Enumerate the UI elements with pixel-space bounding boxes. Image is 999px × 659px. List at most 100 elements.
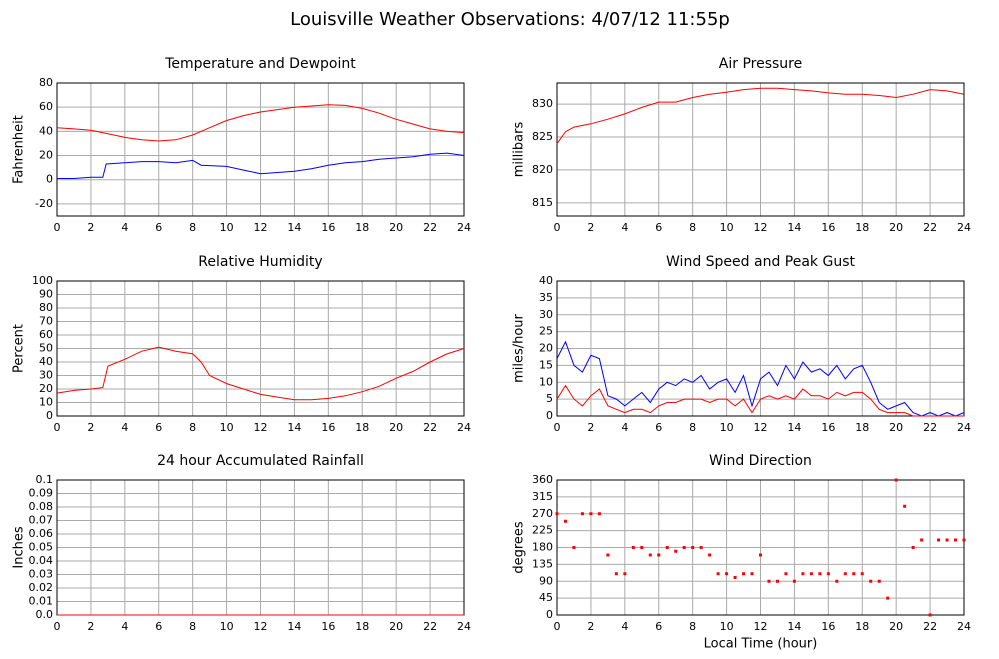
x-tick-label: 24: [457, 221, 471, 234]
x-tick-label: 12: [754, 421, 768, 434]
data-point: [648, 553, 652, 557]
plot-frame: [556, 479, 965, 616]
data-point: [716, 572, 720, 576]
y-tick-label: 360: [532, 473, 553, 486]
x-tick-label: 2: [87, 620, 94, 633]
x-tick-label: 20: [389, 620, 403, 633]
data-point: [894, 478, 898, 482]
x-tick-label: 0: [554, 221, 561, 234]
y-axis-label: millibars: [512, 122, 527, 178]
data-point: [945, 538, 949, 542]
data-point: [674, 549, 678, 553]
x-tick-label: 12: [254, 620, 268, 633]
y-tick-label: 20: [39, 382, 53, 395]
x-tick-label: 2: [587, 221, 594, 234]
y-tick-label: 180: [532, 541, 553, 554]
y-tick-label: 0.02: [29, 581, 54, 594]
y-tick-label: 825: [532, 130, 553, 143]
data-point: [597, 512, 601, 516]
data-point: [665, 546, 669, 549]
x-tick-label: 18: [855, 620, 869, 633]
y-tick-label: 40: [39, 124, 53, 137]
x-tick-label: 18: [355, 221, 369, 234]
x-tick-label: 16: [821, 421, 835, 434]
x-tick-label: 18: [355, 421, 369, 434]
x-tick-label: 8: [189, 620, 196, 633]
x-tick-label: 14: [787, 421, 801, 434]
x-tick-label: 14: [787, 221, 801, 234]
data-point: [809, 572, 813, 576]
y-tick-label: 30: [539, 308, 553, 321]
y-tick-label: 70: [39, 315, 53, 328]
data-point: [555, 512, 559, 516]
y-tick-label: 45: [539, 591, 553, 604]
data-point: [623, 572, 627, 576]
data-point: [928, 613, 932, 617]
y-tick-label: 15: [539, 358, 553, 371]
y-tick-label: 60: [39, 100, 53, 113]
plot-frame: [556, 82, 965, 217]
x-tick-label: 0: [54, 221, 61, 234]
x-tick-label: 6: [655, 221, 662, 234]
x-tick-label: 6: [655, 421, 662, 434]
data-point: [852, 572, 856, 576]
data-point: [725, 572, 729, 576]
x-tick-label: 16: [321, 421, 335, 434]
data-point: [962, 538, 966, 542]
x-tick-label: 18: [355, 620, 369, 633]
plot-frame: [556, 280, 965, 417]
x-tick-label: 22: [923, 421, 937, 434]
data-point: [886, 596, 890, 600]
y-tick-label: 135: [532, 557, 553, 570]
y-tick-label: 60: [39, 328, 53, 341]
y-tick-label: 0: [546, 409, 553, 422]
x-tick-label: 20: [889, 221, 903, 234]
chart-title: Wind Speed and Peak Gust: [666, 254, 855, 270]
data-point: [784, 572, 788, 576]
x-tick-label: 16: [821, 221, 835, 234]
x-tick-label: 10: [220, 620, 234, 633]
y-tick-label: 20: [539, 342, 553, 355]
data-point: [775, 579, 779, 583]
data-point: [911, 546, 915, 549]
data-point: [869, 579, 873, 583]
data-line: [556, 87, 965, 144]
data-point: [657, 553, 661, 557]
y-tick-label: 40: [539, 274, 553, 287]
y-tick-label: 815: [532, 196, 553, 209]
data-point: [759, 553, 762, 557]
y-axis-label: Percent: [12, 324, 27, 373]
x-tick-label: 8: [689, 620, 696, 633]
y-tick-label: 225: [532, 524, 553, 537]
x-tick-label: 14: [287, 421, 301, 434]
data-point: [937, 538, 941, 542]
data-point: [563, 519, 567, 523]
y-tick-label: 40: [39, 355, 53, 368]
y-tick-label: 10: [39, 396, 53, 409]
x-tick-label: 20: [889, 620, 903, 633]
data-point: [742, 572, 746, 576]
x-tick-label: 16: [821, 620, 835, 633]
x-tick-label: 22: [423, 221, 437, 234]
x-tick-label: 8: [189, 421, 196, 434]
y-tick-label: 0.08: [29, 500, 54, 513]
y-tick-label: 80: [39, 301, 53, 314]
y-tick-label: 0.03: [29, 568, 54, 581]
y-tick-label: 0.0: [36, 608, 54, 621]
data-point: [843, 572, 847, 576]
x-tick-label: 0: [554, 421, 561, 434]
y-tick-label: 0.01: [29, 595, 54, 608]
x-tick-label: 14: [287, 620, 301, 633]
y-tick-label: 10: [539, 375, 553, 388]
data-point: [614, 572, 618, 576]
x-tick-label: 14: [787, 620, 801, 633]
y-axis-label: Fahrenheit: [12, 115, 27, 184]
x-tick-label: 22: [923, 221, 937, 234]
data-point: [920, 538, 924, 542]
data-line: [56, 104, 465, 142]
x-tick-label: 10: [720, 620, 734, 633]
y-tick-label: 35: [539, 291, 553, 304]
data-point: [818, 572, 822, 576]
x-tick-label: 12: [254, 221, 268, 234]
